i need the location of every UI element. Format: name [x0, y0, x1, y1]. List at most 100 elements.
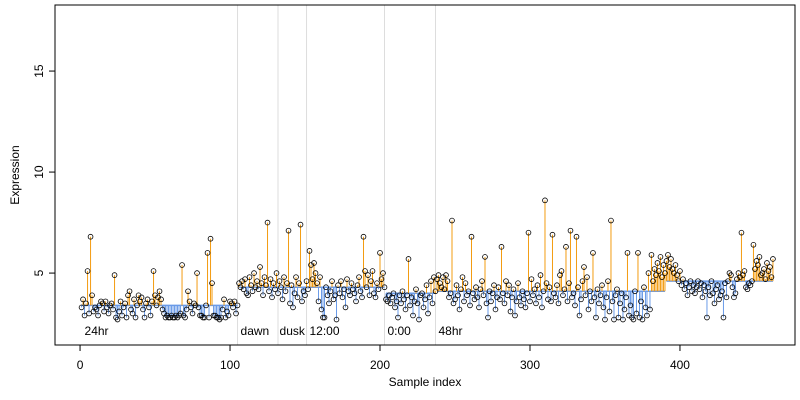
annotation: dusk: [280, 324, 306, 338]
data-point: [299, 298, 305, 305]
data-point: [134, 302, 140, 309]
data-point: [378, 276, 385, 282]
data-point: [723, 294, 730, 301]
data-point: [428, 278, 434, 284]
data-point: [519, 288, 526, 295]
data-point: [84, 268, 91, 274]
data-point: [603, 294, 610, 301]
data-point: [339, 294, 346, 301]
data-point: [620, 316, 626, 323]
data-point: [314, 280, 320, 286]
data-point: [132, 314, 139, 321]
data-point: [510, 286, 517, 293]
data-point: [312, 270, 319, 276]
data-point: [435, 272, 442, 278]
data-point: [402, 306, 409, 313]
data-point: [195, 304, 202, 311]
data-point: [720, 314, 727, 321]
data-point: [258, 280, 265, 286]
data-point: [407, 302, 413, 309]
data-point: [467, 302, 473, 309]
data-point: [605, 278, 611, 284]
data-point: [678, 282, 685, 289]
data-point: [584, 274, 590, 280]
data-point: [272, 286, 278, 293]
data-point: [305, 286, 311, 293]
data-point: [81, 312, 88, 319]
data-point: [684, 292, 691, 299]
data-point: [651, 266, 658, 272]
data-point: [398, 300, 404, 307]
data-point: [231, 298, 238, 305]
annotations: 24hr dawn dusk 12:00 0:00 48hr: [85, 324, 463, 338]
data-point: [558, 268, 565, 274]
data-point: [560, 292, 566, 299]
data-point: [677, 268, 683, 274]
data-point: [521, 296, 527, 303]
data-point: [644, 312, 650, 319]
data-point: [516, 294, 523, 301]
data-point: [672, 262, 679, 268]
data-point: [621, 306, 628, 313]
data-point: [245, 292, 251, 299]
data-point: [525, 229, 532, 236]
data-point: [701, 282, 707, 289]
data-point: [543, 280, 550, 286]
annotation: 12:00: [310, 324, 340, 338]
data-point: [156, 288, 163, 295]
data-point: [377, 250, 383, 256]
data-point: [129, 310, 136, 317]
data-point: [552, 294, 559, 301]
data-point: [381, 284, 388, 291]
data-point: [203, 302, 209, 309]
data-point: [189, 310, 196, 317]
data-point: [372, 294, 379, 301]
data-point: [566, 280, 572, 286]
data-point: [117, 298, 124, 305]
data-point: [575, 284, 581, 291]
data-point: [281, 274, 287, 280]
data-point: [594, 286, 601, 293]
data-point: [414, 300, 421, 307]
data-point: [410, 312, 416, 319]
annotation: dawn: [241, 324, 270, 338]
data-point: [522, 304, 529, 311]
data-point: [465, 288, 472, 295]
data-point: [363, 284, 370, 291]
data-point: [623, 294, 629, 301]
data-point: [362, 268, 368, 274]
data-point: [642, 304, 649, 311]
data-point: [752, 266, 758, 272]
data-point: [665, 252, 671, 258]
data-point: [768, 274, 775, 280]
y-axis-title: Expression: [8, 145, 22, 204]
data-point: [158, 296, 164, 303]
data-point: [270, 280, 277, 286]
data-point: [296, 280, 302, 286]
data-point: [102, 298, 109, 305]
data-point: [473, 284, 479, 291]
data-point: [138, 294, 145, 301]
data-point: [468, 233, 475, 240]
data-point: [660, 262, 667, 268]
data-point: [404, 292, 410, 299]
data-point: [615, 314, 622, 321]
data-point: [144, 296, 151, 303]
data-point: [755, 262, 761, 268]
data-point: [492, 306, 499, 313]
data-point: [542, 197, 548, 204]
data-point: [293, 274, 299, 280]
data-point: [317, 274, 323, 280]
data-point: [333, 316, 340, 323]
data-point: [86, 310, 92, 317]
data-point: [449, 217, 455, 224]
data-point: [696, 286, 703, 293]
data-point: [714, 282, 721, 289]
data-point: [477, 286, 484, 293]
data-point: [632, 288, 638, 295]
data-point: [495, 284, 502, 291]
data-point: [186, 298, 193, 305]
data-point: [248, 282, 254, 289]
data-point: [708, 278, 715, 284]
data-point: [738, 229, 745, 236]
